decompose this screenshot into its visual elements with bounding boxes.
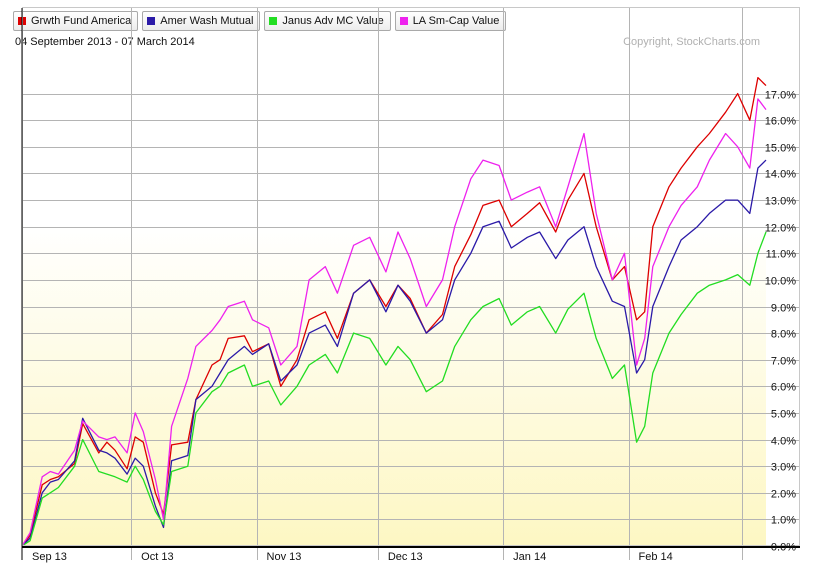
x-tick-label: Feb 14 (639, 551, 673, 563)
y-tick-label: 2.0% (771, 489, 796, 501)
y-tick-label: 12.0% (765, 223, 796, 235)
x-tick-label: Nov 13 (267, 551, 302, 563)
y-tick-label: 1.0% (771, 515, 796, 527)
series-line (21, 98, 767, 547)
x-tick-label: Sep 13 (32, 551, 67, 563)
legend-swatch (147, 17, 156, 25)
y-tick-label: 6.0% (771, 382, 796, 394)
x-tick-label: Oct 13 (141, 551, 173, 563)
y-tick-label: 7.0% (771, 356, 796, 368)
y-tick-label: 14.0% (765, 169, 796, 181)
plot-background (22, 52, 766, 546)
grid-lines (22, 8, 800, 547)
legend-label: Amer Wash Mutual (160, 15, 254, 27)
x-tick-label: Jan 14 (513, 551, 546, 563)
y-tick-label: 13.0% (765, 196, 796, 208)
legend-swatch (269, 17, 278, 25)
date-range-subtitle: 04 September 2013 - 07 March 2014 (15, 36, 195, 48)
y-tick-label: 8.0% (771, 329, 796, 341)
series-line (21, 159, 767, 547)
y-tick-label: 0.0% (771, 542, 796, 554)
legend-label: Grwth Fund America (31, 15, 132, 27)
y-tick-label: 17.0% (765, 90, 796, 102)
legend-item[interactable]: LA Sm-Cap Value (394, 11, 507, 31)
legend-item[interactable]: Amer Wash Mutual (142, 11, 261, 31)
y-tick-label: 4.0% (771, 436, 796, 448)
legend-item[interactable]: Grwth Fund America (13, 11, 139, 31)
y-tick-label: 15.0% (765, 143, 796, 155)
copyright-notice: Copyright, StockCharts.com (623, 36, 760, 48)
y-tick-label: 3.0% (771, 462, 796, 474)
series-line (21, 231, 767, 547)
y-tick-label: 10.0% (765, 276, 796, 288)
y-tick-label: 11.0% (766, 249, 797, 261)
legend-item[interactable]: Janus Adv MC Value (264, 11, 391, 31)
x-tick-label: Dec 13 (388, 551, 423, 563)
legend-label: LA Sm-Cap Value (412, 15, 500, 27)
y-tick-label: 16.0% (765, 116, 796, 128)
y-axis: 0.0% 1.0% 2.0% 3.0% 4.0% 5.0% 6.0% 7.0% 8.0% 9.0%… (765, 90, 796, 554)
legend: Grwth Fund America Amer Wash Mutual Janus … (13, 11, 507, 31)
legend-swatch (399, 17, 408, 25)
y-tick-label: 5.0% (771, 409, 796, 421)
series-lines (21, 76, 767, 547)
y-tick-label: 9.0% (771, 303, 796, 315)
legend-label: Janus Adv MC Value (282, 15, 384, 27)
x-axis: Sep 13 Oct 13 Nov 13 Dec 13 Jan 14 Feb 14 (21, 8, 800, 563)
